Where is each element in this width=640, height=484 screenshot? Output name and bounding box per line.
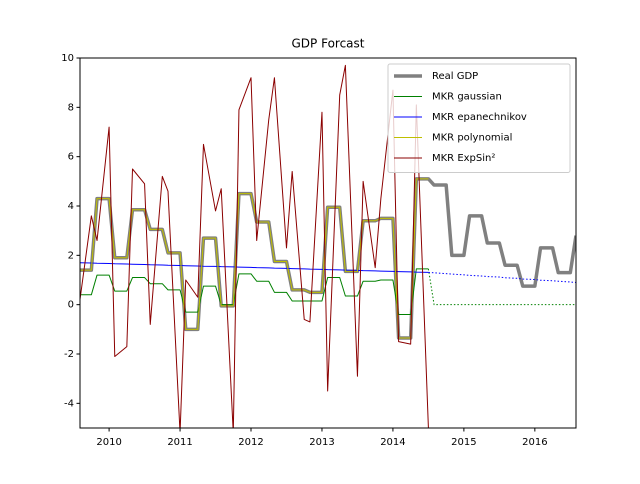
x-tick-label: 2015	[451, 437, 476, 448]
legend-label: MKR polynomial	[432, 133, 512, 144]
legend-label: MKR gaussian	[432, 92, 502, 103]
forecast-line	[427, 268, 576, 306]
x-tick-label: 2013	[309, 437, 334, 448]
y-tick-label: 6	[68, 152, 74, 163]
series-line	[80, 177, 576, 340]
series-line	[80, 64, 429, 428]
legend-label: MKR ExpSin²	[432, 153, 495, 164]
plot-frame	[79, 57, 577, 429]
series-line	[80, 178, 429, 339]
y-tick-label: -2	[64, 349, 74, 360]
x-tick-label: 2016	[522, 437, 547, 448]
series-line	[80, 262, 429, 273]
legend-label: MKR epanechnikov	[432, 112, 527, 123]
chart-title: GDP Forcast	[292, 37, 365, 51]
series-line	[80, 268, 429, 316]
forecast-line	[428, 271, 576, 283]
x-tick-label: 2010	[96, 437, 121, 448]
y-tick-label: 10	[61, 53, 74, 64]
y-tick-label: 8	[68, 102, 74, 113]
y-tick-label: 0	[68, 300, 74, 311]
legend-label: Real GDP	[432, 71, 478, 82]
x-tick-label: 2012	[238, 437, 263, 448]
y-tick-label: 4	[68, 201, 74, 212]
x-tick-label: 2011	[167, 437, 192, 448]
y-tick-label: 2	[68, 250, 74, 261]
plot-area	[80, 64, 576, 428]
y-tick-label: -4	[64, 398, 74, 409]
x-tick-label: 2014	[380, 437, 405, 448]
legend-box	[387, 63, 571, 173]
